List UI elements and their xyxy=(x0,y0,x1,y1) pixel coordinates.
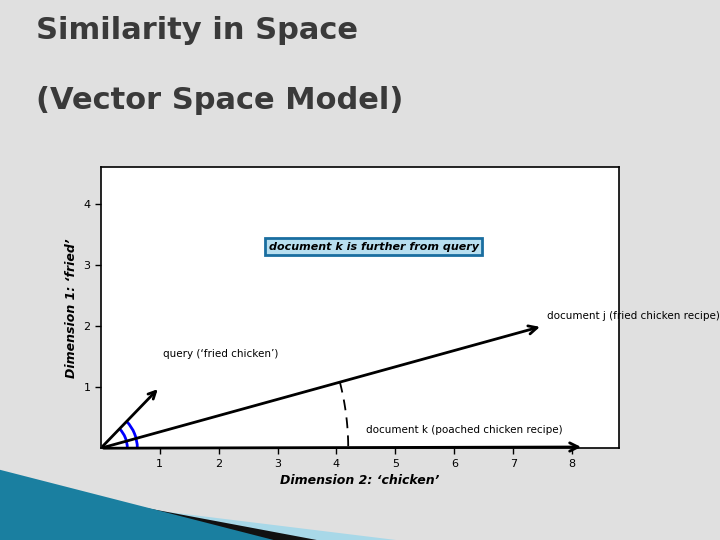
Y-axis label: Dimension 1: ‘fried’: Dimension 1: ‘fried’ xyxy=(65,238,78,377)
Text: document k is further from query: document k is further from query xyxy=(269,242,479,252)
Text: document j (fried chicken recipe): document j (fried chicken recipe) xyxy=(547,311,720,321)
X-axis label: Dimension 2: ‘chicken’: Dimension 2: ‘chicken’ xyxy=(280,474,440,487)
Text: (Vector Space Model): (Vector Space Model) xyxy=(36,86,403,116)
Text: query (‘fried chicken’): query (‘fried chicken’) xyxy=(163,349,278,359)
Text: document k (poached chicken recipe): document k (poached chicken recipe) xyxy=(366,425,562,435)
Text: Similarity in Space: Similarity in Space xyxy=(36,16,358,45)
